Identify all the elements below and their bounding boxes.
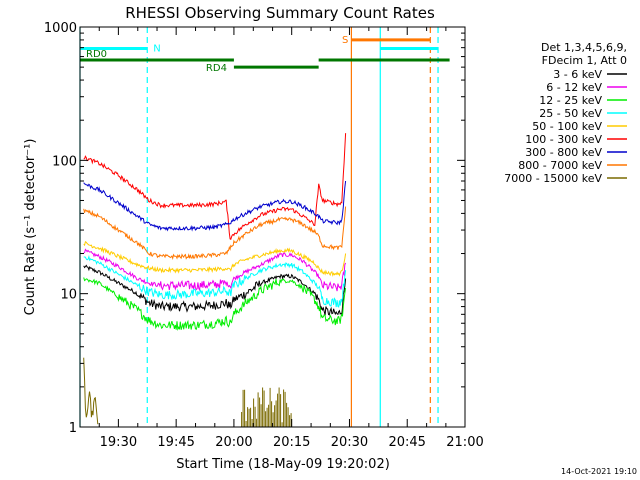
chart-title: RHESSI Observing Summary Count Rates [125,4,435,22]
legend-header-line-2: FDecim 1, Att 0 [542,54,627,67]
series-line-1 [83,248,347,292]
legend-header-line-1: Det 1,3,4,5,6,9, [541,41,627,54]
plot-area: N RD0 RD4 S 19:30 19:45 20:00 20:15 20:30 20:45 21… [44,21,484,450]
y-tick-label-1: 10 [60,288,77,303]
x-tick-label-1: 19:45 [157,435,194,450]
series-line-6 [83,180,347,232]
x-axis-label: Start Time (18-May-09 19:20:02) [176,457,390,472]
y-tick-label-3: 1000 [44,21,77,36]
status-bar-label-2: RD0 [86,49,107,60]
legend-label-2: 12 - 25 keV [539,94,602,107]
status-bar-label-0: N [153,43,160,54]
x-tick-label-3: 20:15 [273,435,310,450]
x-tick-label-0: 19:30 [100,435,137,450]
legend-label-8: 7000 - 15000 keV [504,172,602,185]
legend-label-3: 25 - 50 keV [539,107,602,120]
plot-frame [79,26,466,428]
series-line-8 [83,357,99,425]
series-line-3 [83,255,347,308]
series-line-0 [83,264,347,316]
x-tick-label-4: 20:30 [331,435,368,450]
series-spikes-8 [241,387,292,427]
status-bar-label-5: S [342,35,348,46]
timestamp-label: 14-Oct-2021 19:10 [561,467,637,476]
series-line-2 [83,277,347,332]
legend-label-5: 100 - 300 keV [525,133,602,146]
legend-label-1: 6 - 12 keV [546,81,602,94]
series-line-5 [83,133,347,241]
x-tick-label-2: 20:00 [215,435,252,450]
x-tick-label-6: 21:00 [446,435,483,450]
y-axis-label: Count Rate (s⁻¹ detector⁻¹) [23,139,38,316]
series-line-4 [83,241,347,277]
legend-label-6: 300 - 800 keV [525,146,602,159]
y-tick-label-0: 1 [69,421,77,436]
legend-label-7: 800 - 7000 keV [518,159,602,172]
legend-label-4: 50 - 100 keV [532,120,602,133]
x-tick-label-5: 20:45 [388,435,425,450]
series-line-7 [83,206,347,260]
y-tick-label-2: 100 [52,154,77,169]
legend-label-0: 3 - 6 keV [553,68,602,81]
status-bar-label-3: RD4 [206,63,227,74]
